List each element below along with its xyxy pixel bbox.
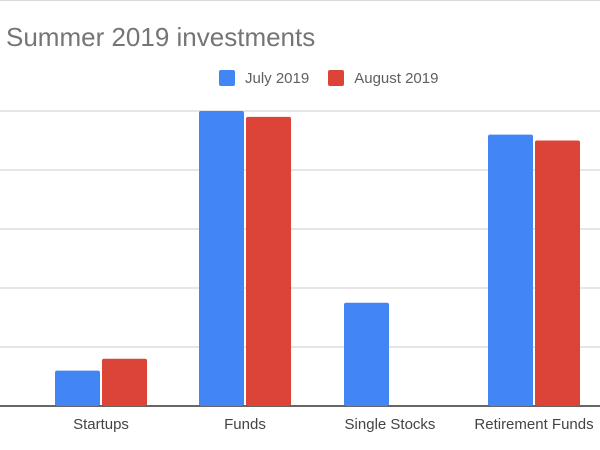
legend-item-july[interactable]: July 2019 <box>219 70 309 87</box>
bar-july-single-stocks[interactable] <box>344 302 389 406</box>
x-tick-label: Single Stocks <box>345 416 436 433</box>
bar-august-startups[interactable] <box>102 358 147 406</box>
legend-item-august[interactable]: August 2019 <box>328 70 438 87</box>
bar-august-retirement-funds[interactable] <box>535 140 580 407</box>
legend: July 2019 August 2019 <box>219 68 457 88</box>
x-tick-label: Funds <box>224 416 266 433</box>
top-border <box>0 0 600 1</box>
bar-august-funds[interactable] <box>246 116 291 407</box>
legend-swatch-july <box>219 70 235 86</box>
legend-label-july: July 2019 <box>245 69 310 87</box>
legend-label-august: August 2019 <box>354 69 439 87</box>
bar-july-retirement-funds[interactable] <box>488 134 533 406</box>
bar-july-funds[interactable] <box>199 111 244 406</box>
bar-july-startups[interactable] <box>55 370 100 406</box>
legend-swatch-august <box>328 70 345 86</box>
x-tick-label: Startups <box>73 416 129 433</box>
chart-title: Summer 2019 investments <box>6 22 316 52</box>
x-tick-label: Retirement Funds <box>474 416 593 433</box>
